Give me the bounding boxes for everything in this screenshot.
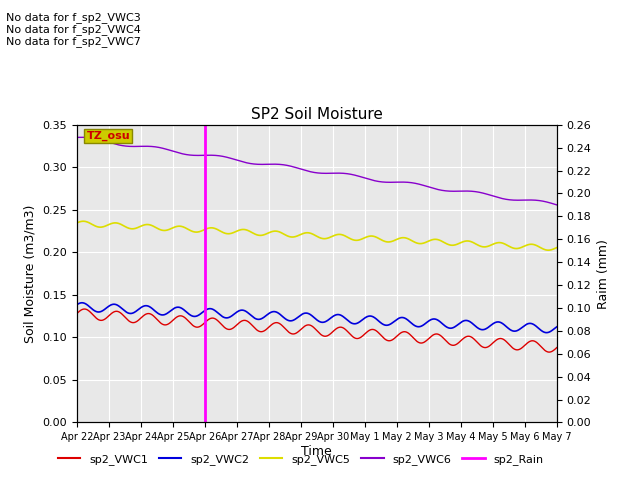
sp2_VWC2: [540, 329, 547, 335]
sp2_VWC2: [307, 312, 314, 317]
sp2_VWC2: [451, 324, 459, 330]
sp2_VWC1: [540, 346, 547, 352]
sp2_VWC6: [553, 202, 561, 208]
sp2_VWC6: [307, 169, 314, 175]
sp2_VWC6: [98, 137, 106, 143]
sp2_VWC1: [73, 311, 81, 316]
Legend: sp2_VWC1, sp2_VWC2, sp2_VWC5, sp2_VWC6, sp2_Rain: sp2_VWC1, sp2_VWC2, sp2_VWC5, sp2_VWC6, …: [54, 450, 548, 469]
sp2_VWC5: [73, 220, 81, 226]
Y-axis label: Raim (mm): Raim (mm): [597, 239, 610, 309]
sp2_VWC2: [539, 329, 547, 335]
sp2_VWC5: [539, 246, 547, 252]
Text: No data for f_sp2_VWC3: No data for f_sp2_VWC3: [6, 12, 141, 23]
sp2_VWC6: [78, 134, 86, 140]
sp2_VWC5: [545, 247, 552, 253]
sp2_VWC1: [539, 346, 547, 351]
sp2_VWC5: [98, 224, 106, 230]
Text: No data for f_sp2_VWC7: No data for f_sp2_VWC7: [6, 36, 141, 47]
sp2_VWC5: [540, 246, 547, 252]
sp2_VWC1: [98, 317, 106, 323]
sp2_VWC1: [545, 349, 553, 355]
sp2_VWC6: [540, 198, 547, 204]
Text: No data for f_sp2_VWC4: No data for f_sp2_VWC4: [6, 24, 141, 35]
sp2_VWC2: [73, 302, 81, 308]
sp2_VWC6: [294, 165, 301, 171]
sp2_VWC5: [451, 242, 459, 248]
sp2_VWC1: [81, 306, 88, 312]
sp2_VWC2: [553, 324, 561, 330]
sp2_VWC5: [79, 218, 87, 224]
sp2_VWC5: [553, 245, 561, 251]
Text: TZ_osu: TZ_osu: [86, 131, 130, 141]
sp2_VWC6: [539, 198, 547, 204]
sp2_VWC2: [294, 314, 301, 320]
sp2_VWC6: [451, 188, 459, 194]
X-axis label: Time: Time: [301, 445, 332, 458]
sp2_VWC2: [98, 309, 106, 314]
sp2_VWC6: [73, 134, 81, 140]
Line: sp2_VWC5: sp2_VWC5: [77, 221, 557, 250]
Line: sp2_VWC2: sp2_VWC2: [77, 303, 557, 333]
sp2_VWC1: [294, 329, 301, 335]
sp2_VWC5: [307, 230, 314, 236]
sp2_VWC2: [78, 300, 86, 306]
sp2_VWC1: [307, 323, 314, 328]
Line: sp2_VWC6: sp2_VWC6: [77, 137, 557, 205]
sp2_VWC2: [543, 330, 550, 336]
sp2_VWC1: [451, 342, 459, 348]
sp2_VWC5: [294, 233, 301, 239]
Title: SP2 Soil Moisture: SP2 Soil Moisture: [251, 107, 383, 122]
sp2_VWC1: [553, 345, 561, 350]
Line: sp2_VWC1: sp2_VWC1: [77, 309, 557, 352]
Y-axis label: Soil Moisture (m3/m3): Soil Moisture (m3/m3): [24, 204, 36, 343]
